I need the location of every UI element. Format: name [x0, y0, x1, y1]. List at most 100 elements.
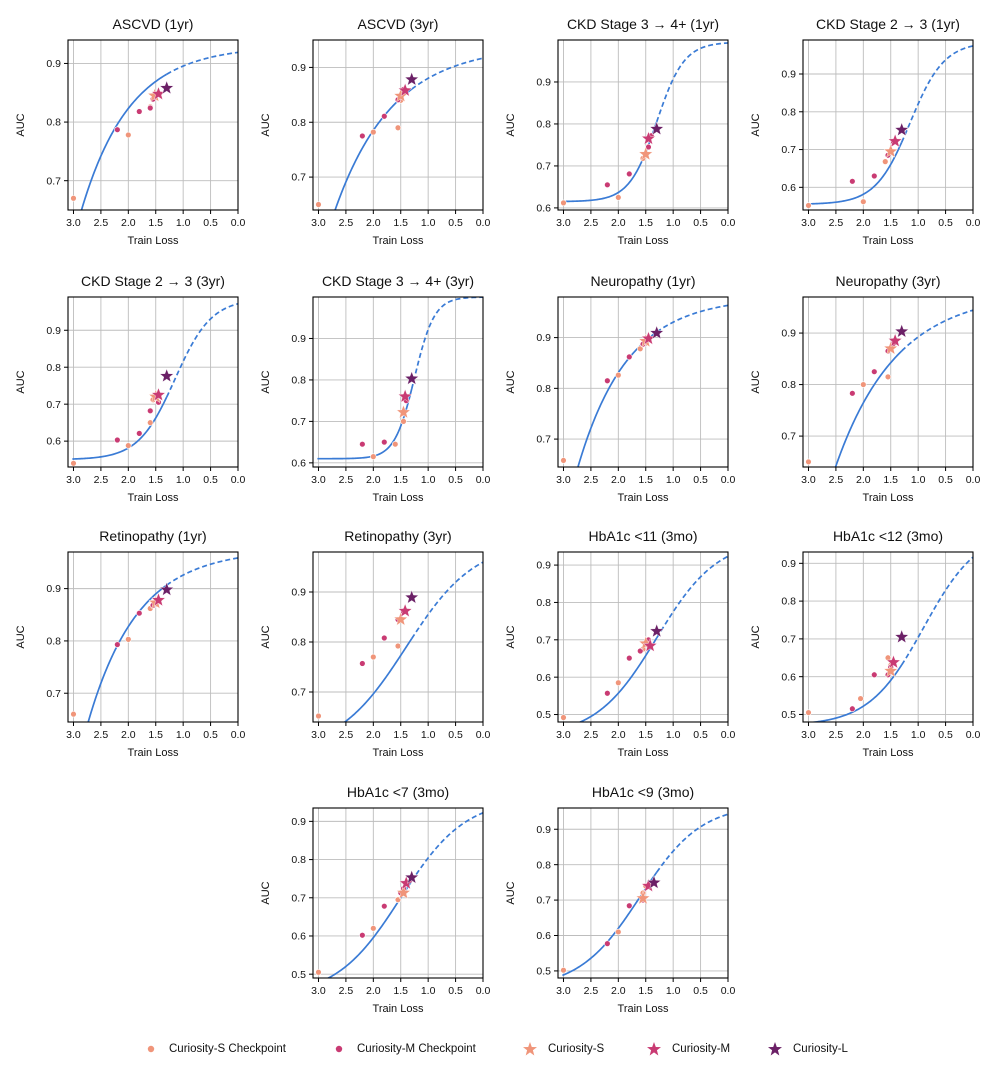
chart-panel-1: 3.0 2.5 2.0 1.5 1.0 0.5 0.0 0.7 0.8 0.9 ASCVD (1yr…: [15, 16, 245, 247]
legend-label: Curiosity-S: [548, 1043, 605, 1055]
data-point-s-checkpoint: [125, 636, 132, 643]
data-point-s-checkpoint: [560, 457, 567, 464]
x-tick-label: 3.0: [66, 217, 81, 229]
data-point-m-checkpoint: [871, 671, 878, 678]
x-axis-label: Train Loss: [373, 492, 424, 504]
fit-line-extrapolated: [655, 555, 728, 639]
data-point-m-checkpoint: [147, 407, 154, 415]
data-point-s-checkpoint: [315, 201, 322, 208]
x-tick-label: 0.0: [966, 217, 981, 229]
data-point-s-checkpoint: [70, 710, 77, 718]
x-tick-label: 3.0: [66, 474, 81, 486]
x-tick-label: 0.0: [721, 474, 736, 486]
data-point-s-checkpoint: [70, 460, 77, 467]
x-tick-label: 2.5: [94, 474, 109, 486]
x-tick-label: 0.0: [231, 474, 246, 486]
data-point-s-checkpoint: [615, 928, 622, 936]
axes-frame: [312, 39, 484, 211]
legend-label: Curiosity-L: [793, 1043, 848, 1055]
y-tick-label: 0.9: [291, 587, 306, 599]
fit-line-solid: [326, 880, 413, 978]
data-point-m-checkpoint: [871, 172, 878, 180]
data-point-curiosity-s-star: [883, 663, 899, 678]
chart-title: CKD Stage 2 → 3 (1yr): [816, 16, 960, 32]
chart-title: HbA1c <7 (3mo): [347, 784, 449, 800]
data-point-s-checkpoint: [615, 371, 622, 379]
chart-title: Neuropathy (3yr): [835, 273, 940, 289]
x-tick-label: 0.5: [448, 985, 463, 997]
y-tick-label: 0.9: [781, 69, 796, 81]
data-point-m-checkpoint: [381, 113, 388, 120]
legend-item-s-checkpoint: Curiosity-S Checkpoint: [143, 1036, 286, 1062]
y-axis-label: AUC: [260, 113, 272, 136]
data-point-m-checkpoint: [381, 634, 388, 642]
legend-dot-s-icon: [147, 1045, 155, 1053]
x-tick-label: 1.5: [393, 729, 408, 741]
data-point-s-checkpoint: [392, 440, 399, 448]
data-point-m-checkpoint: [381, 438, 388, 446]
fit-line-solid: [578, 637, 658, 722]
data-point-m-checkpoint: [359, 132, 366, 140]
x-tick-label: 2.5: [584, 474, 599, 486]
y-tick-label: 0.8: [781, 379, 796, 391]
y-tick-label: 0.5: [536, 966, 551, 978]
x-tick-label: 2.0: [366, 729, 381, 741]
y-tick-label: 0.7: [536, 634, 551, 646]
data-point-s-checkpoint: [315, 969, 322, 976]
x-tick-label: 1.0: [666, 729, 681, 741]
x-tick-label: 0.0: [721, 729, 736, 741]
x-tick-label: 2.0: [856, 217, 871, 229]
y-tick-label: 0.7: [781, 431, 796, 443]
data-point-s-checkpoint: [70, 195, 77, 202]
x-axis-label: Train Loss: [863, 235, 914, 247]
y-tick-label: 0.9: [291, 816, 306, 828]
data-point-curiosity-l-star: [404, 71, 420, 86]
y-axis-label: AUC: [505, 881, 517, 904]
y-tick-label: 0.5: [781, 709, 796, 721]
fit-line-solid: [807, 141, 903, 205]
x-axis-label: Train Loss: [373, 747, 424, 759]
chart-title: CKD Stage 3 → 4+ (3yr): [322, 273, 474, 289]
x-axis-label: Train Loss: [863, 747, 914, 759]
x-axis-label: Train Loss: [128, 235, 179, 247]
chart-panel-12: 3.0 2.5 2.0 1.5 1.0 0.5 0.0 0.5 0.6 0.7 0.8 0.9 HbA1…: [750, 528, 980, 759]
data-point-m-checkpoint: [136, 108, 143, 115]
x-tick-label: 1.5: [638, 985, 653, 997]
y-tick-label: 0.9: [291, 62, 306, 74]
x-tick-label: 2.0: [611, 217, 626, 229]
x-tick-label: 2.5: [829, 474, 844, 486]
x-axis-label: Train Loss: [128, 492, 179, 504]
fit-line-solid: [317, 388, 413, 460]
x-tick-label: 1.5: [638, 217, 653, 229]
data-point-s-checkpoint: [805, 202, 812, 209]
data-point-m-checkpoint: [626, 353, 633, 361]
fit-line-extrapolated: [410, 297, 483, 390]
data-point-curiosity-s-star: [396, 404, 411, 419]
data-point-m-checkpoint: [114, 126, 121, 133]
y-tick-label: 0.7: [536, 895, 551, 907]
x-tick-label: 1.5: [148, 217, 163, 229]
y-tick-label: 0.6: [781, 182, 796, 194]
data-point-s-checkpoint: [560, 967, 567, 974]
fit-line-solid: [334, 88, 413, 210]
x-tick-label: 2.5: [339, 729, 354, 741]
legend-star-l-icon: [768, 1042, 782, 1056]
data-point-curiosity-m-star: [151, 387, 166, 402]
chart-panel-5: 3.0 2.5 2.0 1.5 1.0 0.5 0.0 0.6 0.7 0.8 0.9 CKD Sta…: [15, 273, 245, 504]
fit-line-extrapolated: [165, 302, 238, 398]
chart-panel-2: 3.0 2.5 2.0 1.5 1.0 0.5 0.0 0.7 0.8 0.9 ASCVD (3yr…: [260, 16, 490, 247]
data-point-m-checkpoint: [136, 609, 143, 617]
fit-line-solid: [80, 73, 168, 210]
data-point-curiosity-m-star: [886, 654, 901, 669]
y-tick-label: 0.6: [46, 436, 61, 448]
x-tick-label: 0.0: [231, 729, 246, 741]
data-point-s-checkpoint: [884, 373, 892, 381]
chart-panel-7: 3.0 2.5 2.0 1.5 1.0 0.5 0.0 0.7 0.8 0.9 Neuropathy…: [505, 273, 736, 504]
chart-panel-8: 3.0 2.5 2.0 1.5 1.0 0.5 0.0 0.7 0.8 0.9 Neuropathy…: [750, 273, 980, 504]
y-tick-label: 0.7: [46, 399, 61, 411]
y-tick-label: 0.5: [291, 969, 306, 981]
x-tick-label: 1.5: [883, 217, 898, 229]
y-tick-label: 0.9: [536, 332, 551, 344]
x-tick-label: 3.0: [801, 729, 816, 741]
data-point-curiosity-m-star: [887, 333, 903, 348]
